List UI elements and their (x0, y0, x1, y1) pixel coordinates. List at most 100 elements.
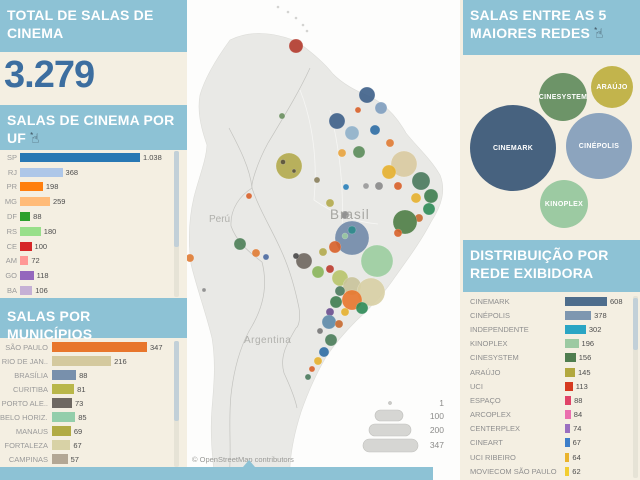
map-bubble[interactable] (245, 192, 253, 200)
map-bubble[interactable] (422, 202, 436, 216)
osm-attribution[interactable]: © OpenStreetMap contributors (192, 455, 294, 464)
bar-row[interactable]: CE 100 (0, 239, 180, 254)
map-bubble[interactable] (374, 101, 388, 115)
bar[interactable] (565, 353, 576, 363)
bar[interactable] (565, 438, 570, 448)
map-bubble[interactable] (374, 181, 384, 191)
network-bubble[interactable]: CINÉPOLIS (566, 113, 632, 179)
bar-row[interactable]: CAMPINAS 57 (0, 452, 180, 466)
map-bubble[interactable] (321, 314, 337, 330)
bar[interactable] (52, 426, 71, 436)
map-bubble[interactable] (185, 253, 195, 263)
bar-row[interactable]: ESPAÇO 88 (470, 393, 633, 407)
map-bubble[interactable] (362, 182, 370, 190)
bar[interactable] (565, 296, 607, 306)
bar[interactable] (565, 395, 572, 405)
map-bubble[interactable] (369, 124, 381, 136)
map-bubble[interactable] (340, 210, 350, 220)
map-bubble[interactable] (308, 365, 316, 373)
bar[interactable] (565, 424, 571, 434)
network-bubble[interactable]: CINEMARK (470, 105, 556, 191)
map-bubble[interactable] (328, 240, 342, 254)
bar-row[interactable]: RJ 368 (0, 165, 180, 180)
bottom-scrollbar[interactable] (0, 467, 433, 480)
bar-row[interactable]: CENTERPLEX 74 (470, 422, 633, 436)
bar-row[interactable]: GO 118 (0, 268, 180, 283)
bar[interactable] (565, 410, 571, 420)
bar[interactable] (20, 226, 41, 236)
map-bubble[interactable] (334, 319, 344, 329)
bar-row[interactable]: BELO HORIZ.. 85 (0, 410, 180, 424)
bar-row[interactable]: UCI 113 (470, 379, 633, 393)
bar[interactable] (52, 356, 112, 366)
map-bubble[interactable] (313, 176, 321, 184)
bar[interactable] (52, 440, 71, 450)
bar-row[interactable]: FORTALEZA 67 (0, 438, 180, 452)
network-bubble[interactable]: KINOPLEX (540, 180, 588, 228)
map-bubble[interactable] (280, 159, 286, 165)
bar-row[interactable]: ARAÚJO 145 (470, 365, 633, 379)
map-bubble[interactable] (360, 244, 394, 278)
map-bubble[interactable] (278, 112, 286, 120)
network-bubble[interactable]: CINESYSTEM (539, 73, 587, 121)
bar-row[interactable]: ARCOPLEX 84 (470, 408, 633, 422)
bar[interactable] (20, 152, 140, 162)
map-bubble[interactable] (354, 106, 362, 114)
bar-row[interactable]: BA 106 (0, 283, 180, 298)
bar-row[interactable]: CINEMARK 608 (470, 294, 633, 308)
bar-row[interactable]: CINEART 67 (470, 436, 633, 450)
map-bubble[interactable] (295, 252, 313, 270)
bar[interactable] (20, 182, 43, 192)
bar[interactable] (20, 197, 50, 207)
bar[interactable] (565, 466, 570, 476)
brazil-map[interactable]: Perú Brasil Argentina 1 100 200 347 © Op… (185, 0, 460, 480)
municipios-scrollbar[interactable] (174, 341, 179, 467)
map-bubble[interactable] (410, 192, 422, 204)
bar-row[interactable]: AM 72 (0, 254, 180, 269)
bar[interactable] (565, 367, 576, 377)
bar[interactable] (20, 256, 29, 266)
map-bubble[interactable] (262, 253, 270, 261)
map-bubble[interactable] (288, 38, 304, 54)
bar[interactable] (20, 212, 31, 222)
bar-row[interactable]: CURITIBA 81 (0, 382, 180, 396)
bar-row[interactable]: PR 198 (0, 180, 180, 195)
map-bubble[interactable] (311, 265, 325, 279)
bar-row[interactable]: RIO DE JAN.. 216 (0, 354, 180, 368)
map-bubble[interactable] (328, 112, 346, 130)
uf-scrollbar[interactable] (174, 151, 179, 297)
bar[interactable] (52, 398, 72, 408)
bar-row[interactable]: SP 1.038 (0, 150, 180, 165)
map-bubble[interactable] (385, 138, 395, 148)
bar-row[interactable]: MANAUS 69 (0, 424, 180, 438)
bar[interactable] (52, 342, 147, 352)
bar-row[interactable]: SÃO PAULO 347 (0, 340, 180, 354)
municipios-scrollbar-thumb[interactable] (174, 341, 179, 421)
map-bubble[interactable] (358, 86, 376, 104)
map-bubble[interactable] (392, 209, 418, 235)
bar[interactable] (52, 384, 75, 394)
map-bubble[interactable] (292, 252, 300, 260)
bar-row[interactable]: MG 259 (0, 194, 180, 209)
bar-row[interactable]: MOVIECOM SÃO PAULO 62 (470, 464, 633, 478)
bar-row[interactable]: PORTO ALE.. 73 (0, 396, 180, 410)
bar[interactable] (20, 241, 32, 251)
bottom-bar-notch[interactable] (243, 460, 255, 467)
bar-row[interactable]: RS 180 (0, 224, 180, 239)
bar-row[interactable]: DF 88 (0, 209, 180, 224)
bar-row[interactable]: BRASÍLIA 88 (0, 368, 180, 382)
rede-scrollbar-thumb[interactable] (633, 298, 638, 350)
map-bubble[interactable] (304, 373, 312, 381)
bar[interactable] (565, 324, 586, 334)
bar-row[interactable]: CINESYSTEM 156 (470, 351, 633, 365)
map-bubble[interactable] (342, 183, 350, 191)
rede-scrollbar[interactable] (633, 296, 638, 478)
map-bubble[interactable] (291, 168, 297, 174)
map-bubble[interactable] (411, 171, 431, 191)
map-bubble[interactable] (390, 150, 418, 178)
bar-row[interactable]: CINÉPOLIS 378 (470, 308, 633, 322)
map-bubble[interactable] (393, 181, 403, 191)
bar[interactable] (20, 286, 33, 296)
map-bubble[interactable] (325, 307, 335, 317)
map-bubble[interactable] (347, 225, 357, 235)
